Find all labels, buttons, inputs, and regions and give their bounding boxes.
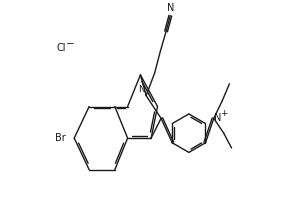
- Text: N: N: [214, 113, 222, 123]
- Text: N: N: [167, 3, 174, 13]
- Text: +: +: [220, 109, 227, 119]
- Text: −: −: [66, 39, 74, 49]
- Text: Cl: Cl: [56, 43, 66, 53]
- Text: N: N: [138, 85, 145, 94]
- Text: Br: Br: [55, 133, 66, 143]
